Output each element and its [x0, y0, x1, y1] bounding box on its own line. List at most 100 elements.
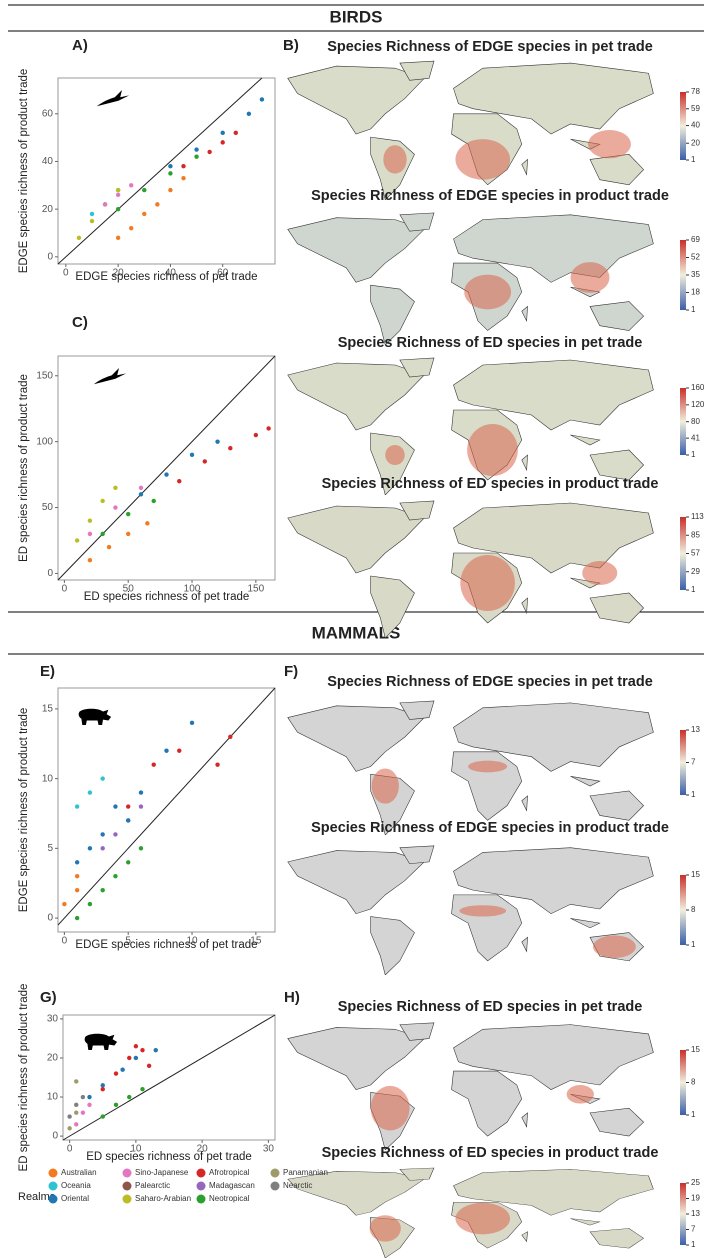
- hotspots: [371, 760, 508, 804]
- hotspots: [460, 555, 618, 611]
- point: [140, 1047, 145, 1053]
- colorbar-label: 29: [691, 567, 700, 576]
- hotspot: [455, 1202, 511, 1235]
- point: [126, 511, 131, 517]
- panel-label: B): [283, 37, 299, 54]
- point: [74, 1102, 79, 1108]
- point: [126, 804, 131, 809]
- colorbar-label: 41: [691, 433, 700, 442]
- legend-label: Neotropical: [209, 1194, 250, 1203]
- section-title: BIRDS: [330, 7, 383, 26]
- legend-swatch: [48, 1168, 58, 1178]
- point: [76, 235, 82, 240]
- legend-swatch: [122, 1168, 132, 1178]
- y-axis-label: EDGE species richness of product trade: [18, 708, 30, 913]
- colorbar-label: 120: [691, 400, 705, 409]
- legend-label: Nearctic: [283, 1181, 312, 1190]
- x-axis-label: ED species richness of pet trade: [86, 1151, 252, 1163]
- point: [80, 1094, 86, 1100]
- point: [140, 1087, 145, 1092]
- point: [194, 147, 199, 152]
- hotspots: [370, 1085, 594, 1131]
- y-tick-label: 10: [42, 773, 54, 784]
- y-tick-label: 150: [36, 370, 53, 381]
- colorbar-label: 1: [691, 155, 696, 164]
- point: [153, 1047, 158, 1053]
- colorbar: [680, 730, 686, 795]
- point: [87, 790, 93, 795]
- world-map: [287, 357, 654, 495]
- section-title: MAMMALS: [312, 623, 401, 642]
- legend-label: Australian: [61, 1168, 97, 1177]
- point: [62, 901, 67, 907]
- point: [120, 1067, 125, 1072]
- point: [113, 505, 118, 510]
- colorbar: [680, 240, 686, 310]
- point: [87, 1102, 92, 1108]
- hotspot: [370, 1085, 410, 1131]
- point: [181, 175, 186, 181]
- point: [100, 846, 105, 851]
- y-tick-label: 100: [36, 436, 53, 447]
- point: [129, 226, 134, 231]
- point: [100, 1083, 105, 1088]
- point: [151, 498, 156, 504]
- colorbar-label: 18: [691, 288, 700, 297]
- x-tick-label: 20: [113, 268, 125, 279]
- point: [100, 776, 105, 781]
- point: [87, 558, 93, 563]
- colorbar-label: 7: [691, 758, 696, 767]
- point: [67, 1114, 72, 1119]
- y-tick-label: 50: [42, 502, 54, 513]
- legend-label: Saharo-Arabian: [135, 1194, 191, 1203]
- point: [151, 762, 156, 767]
- hotspot: [467, 424, 518, 476]
- x-tick-label: 0: [63, 268, 69, 279]
- colorbar: [680, 517, 686, 590]
- colorbar-label: 57: [691, 549, 700, 558]
- point: [189, 452, 195, 458]
- legend-swatch: [270, 1181, 280, 1191]
- point: [138, 485, 144, 490]
- point: [155, 202, 160, 207]
- x-tick-label: 150: [248, 584, 265, 595]
- point: [100, 832, 105, 837]
- point: [115, 206, 121, 212]
- colorbar-label: 19: [691, 1194, 700, 1203]
- colorbar-label: 59: [691, 104, 700, 113]
- hotspot: [464, 274, 512, 310]
- x-axis-label: ED species richness of pet trade: [84, 591, 250, 603]
- point: [142, 187, 147, 193]
- y-tick-label: 0: [52, 1131, 58, 1142]
- point: [100, 531, 105, 537]
- point: [164, 472, 169, 477]
- y-tick-label: 0: [47, 251, 53, 262]
- colorbar-label: 15: [691, 870, 700, 879]
- y-tick-label: 60: [42, 108, 54, 119]
- x-axis-label: EDGE species richness of pet trade: [75, 271, 257, 283]
- point: [87, 901, 93, 907]
- point: [126, 531, 131, 537]
- hotspots: [464, 262, 610, 310]
- point: [87, 531, 93, 537]
- legend-label: Oriental: [61, 1194, 89, 1203]
- point: [74, 887, 80, 893]
- point: [138, 804, 144, 809]
- point: [146, 1063, 152, 1068]
- colorbar-label: 1: [691, 450, 696, 459]
- hotspot: [460, 555, 515, 611]
- point: [215, 439, 220, 444]
- hotspot: [566, 1085, 594, 1104]
- colorbar: [680, 388, 686, 455]
- hotspot: [455, 139, 511, 180]
- colorbar-label: 1: [691, 1110, 696, 1119]
- point: [177, 748, 182, 753]
- x-tick-label: 10: [186, 936, 198, 947]
- point: [233, 130, 238, 136]
- point: [89, 218, 95, 224]
- colorbar-label: 1: [691, 305, 696, 314]
- x-tick-label: 30: [263, 1144, 275, 1155]
- colorbar-label: 1: [691, 1240, 696, 1249]
- legend-swatch: [122, 1181, 132, 1191]
- colorbar-label: 85: [691, 530, 700, 539]
